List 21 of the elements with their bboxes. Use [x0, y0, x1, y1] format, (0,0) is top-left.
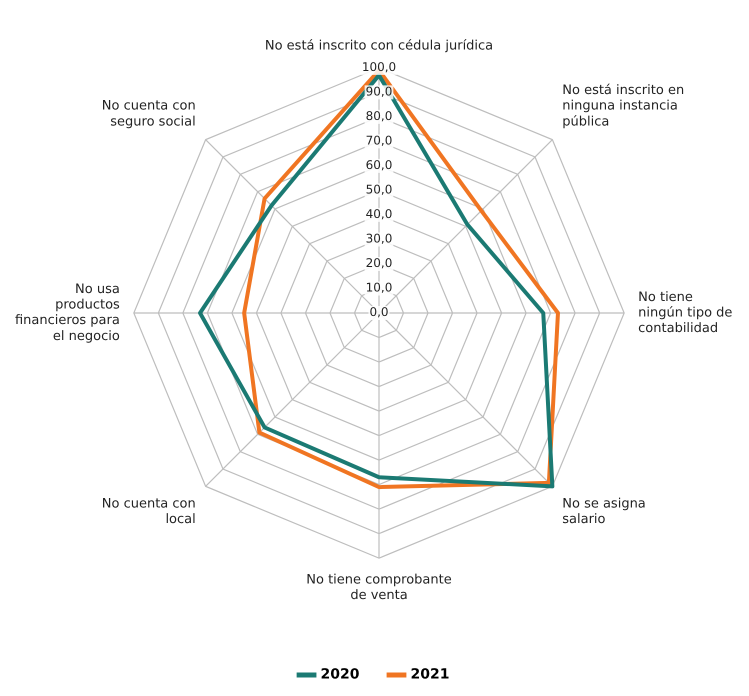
spoke-label: No cuenta con seguro social [102, 98, 196, 130]
spoke-label: No tiene ningún tipo de contabilidad [638, 290, 732, 336]
y-tick-label: 50,0 [366, 182, 392, 197]
y-tick-label: 40,0 [366, 207, 392, 222]
y-tick-label: 60,0 [366, 158, 392, 172]
spoke-label: No tiene comprobante de venta [306, 572, 452, 603]
spoke-label: No cuenta con local [102, 496, 196, 528]
y-tick-label: 80,0 [366, 108, 392, 123]
y-tick-label: 70,0 [366, 134, 392, 148]
y-tick-label: 90,0 [366, 84, 392, 98]
y-tick-label: 100,0 [362, 60, 396, 74]
y-tick-label: 30,0 [366, 232, 392, 246]
legend-label: 2021 [410, 666, 450, 683]
y-tick-label: 0,0 [369, 305, 389, 320]
y-tick-label: 10,0 [366, 280, 392, 295]
spoke-label: No está inscrito con cédula jurídica [264, 38, 494, 54]
spoke-label: No está inscrito en ninguna instancia pública [562, 83, 684, 130]
spoke-label: No se asigna salario [562, 496, 646, 528]
legend-label: 2020 [320, 666, 360, 683]
y-tick-label: 20,0 [366, 256, 392, 270]
spoke-label: No usa productos financieros para el negocio [14, 282, 120, 344]
